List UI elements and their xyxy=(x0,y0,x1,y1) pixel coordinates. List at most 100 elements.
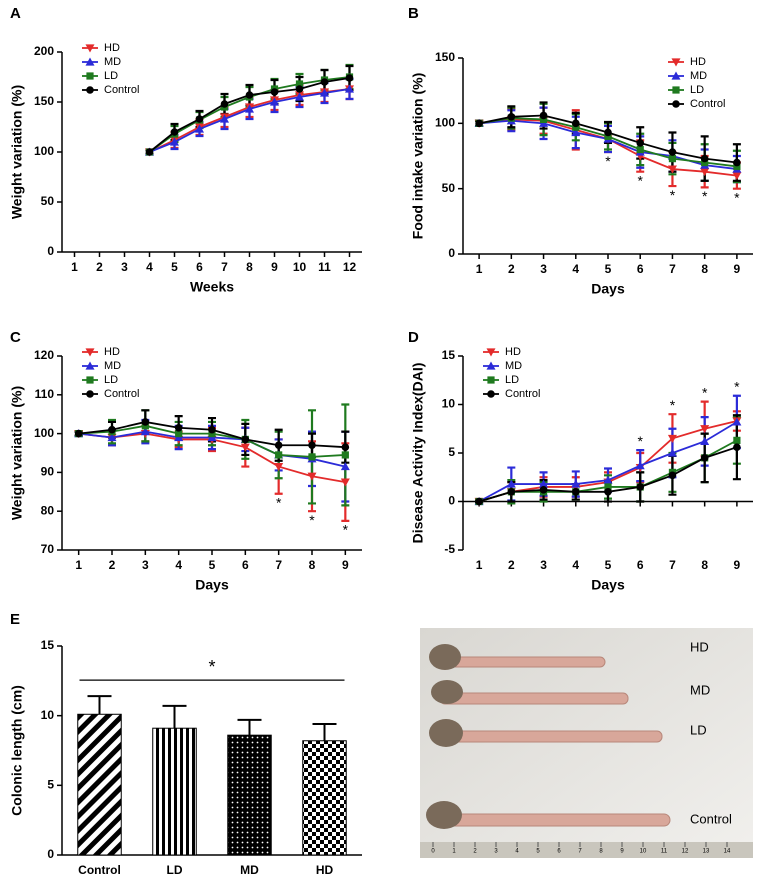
significance-mark: * xyxy=(637,172,643,188)
x-tick-label: 11 xyxy=(318,260,331,274)
marker xyxy=(539,486,548,494)
marker xyxy=(85,44,95,53)
marker xyxy=(475,497,483,506)
marker xyxy=(603,475,613,484)
marker xyxy=(220,114,229,123)
y-axis-label: Colonic length (cm) xyxy=(9,685,25,816)
bar xyxy=(302,740,347,856)
marker xyxy=(74,429,83,438)
photo-label: MD xyxy=(690,682,710,697)
marker xyxy=(700,168,710,177)
y-axis-label: Weight variation (%) xyxy=(9,386,25,520)
x-tick-label: 10 xyxy=(293,260,307,274)
marker xyxy=(85,57,95,66)
x-tick-label: 6 xyxy=(637,262,644,276)
marker xyxy=(671,71,681,80)
marker xyxy=(308,453,316,461)
marker xyxy=(208,425,216,434)
marker xyxy=(571,127,581,137)
error-bar xyxy=(87,695,112,715)
marker xyxy=(507,113,516,121)
x-tick-label: Control xyxy=(78,863,121,877)
legend-label: HD xyxy=(505,346,521,358)
significance-mark: * xyxy=(605,153,611,169)
marker xyxy=(86,86,94,94)
marker xyxy=(270,97,279,106)
marker xyxy=(85,361,95,370)
marker xyxy=(700,154,709,163)
x-tick-label: 4 xyxy=(175,558,182,572)
panel-label: B xyxy=(408,5,419,22)
ruler-label: 13 xyxy=(703,849,710,855)
ruler-label: 1 xyxy=(452,849,456,855)
ruler-label: 11 xyxy=(661,849,668,855)
marker xyxy=(672,100,680,108)
marker xyxy=(140,427,150,436)
marker xyxy=(341,443,350,451)
y-tick-label: 10 xyxy=(41,708,55,722)
y-tick-label: 80 xyxy=(41,503,55,517)
x-tick-label: LD xyxy=(167,863,183,877)
marker xyxy=(345,74,354,82)
x-tick-label: HD xyxy=(316,863,334,877)
marker xyxy=(85,348,95,357)
marker xyxy=(86,72,94,80)
marker xyxy=(107,432,117,442)
x-tick-label: 3 xyxy=(540,558,547,572)
significance-mark: * xyxy=(702,188,708,204)
y-tick-label: 15 xyxy=(442,348,456,362)
marker xyxy=(308,441,316,450)
y-tick-label: 10 xyxy=(442,397,456,411)
marker xyxy=(732,417,742,426)
legend-label: Control xyxy=(104,84,139,96)
marker xyxy=(667,165,677,174)
marker xyxy=(295,85,304,93)
marker xyxy=(733,162,741,171)
x-tick-label: 8 xyxy=(309,558,316,572)
marker xyxy=(307,472,317,481)
x-tick-label: 9 xyxy=(342,558,349,572)
error-bar xyxy=(237,718,262,736)
bar xyxy=(152,727,197,856)
legend-label: LD xyxy=(690,84,704,96)
x-tick-label: 2 xyxy=(109,558,116,572)
x-tick-label: MD xyxy=(240,863,259,877)
y-tick-label: 0 xyxy=(448,494,455,508)
marker xyxy=(487,376,495,384)
x-tick-label: 1 xyxy=(476,262,483,276)
x-tick-label: 7 xyxy=(669,262,676,276)
y-tick-label: 5 xyxy=(47,778,54,792)
significance-mark: * xyxy=(276,494,282,510)
y-axis-label: Disease Activity Index(DAI) xyxy=(410,363,426,544)
marker xyxy=(295,92,304,101)
x-tick-label: 6 xyxy=(637,558,644,572)
ruler-label: 0 xyxy=(431,849,435,855)
x-tick-label: 7 xyxy=(669,558,676,572)
photo-label: LD xyxy=(690,722,707,737)
marker xyxy=(320,88,329,97)
marker xyxy=(174,423,183,432)
marker xyxy=(175,430,183,438)
marker xyxy=(636,483,645,491)
legend-label: Control xyxy=(104,388,139,400)
legend-label: Control xyxy=(690,98,725,110)
marker xyxy=(668,155,677,163)
x-tick-label: 7 xyxy=(275,558,282,572)
y-tick-label: 50 xyxy=(41,194,55,208)
y-axis-label: Weight variation (%) xyxy=(9,85,25,219)
y-tick-label: 100 xyxy=(435,116,455,130)
y-tick-label: 90 xyxy=(41,465,55,479)
marker xyxy=(141,418,150,426)
marker xyxy=(320,78,329,86)
x-tick-label: 8 xyxy=(701,262,708,276)
marker xyxy=(571,479,581,488)
marker xyxy=(701,158,709,167)
marker xyxy=(700,454,709,462)
marker xyxy=(195,124,204,133)
marker xyxy=(539,479,549,488)
y-tick-label: 100 xyxy=(34,144,54,158)
x-axis-label: Days xyxy=(195,577,229,593)
significance-mark: * xyxy=(309,512,315,528)
y-tick-label: 50 xyxy=(442,181,456,195)
